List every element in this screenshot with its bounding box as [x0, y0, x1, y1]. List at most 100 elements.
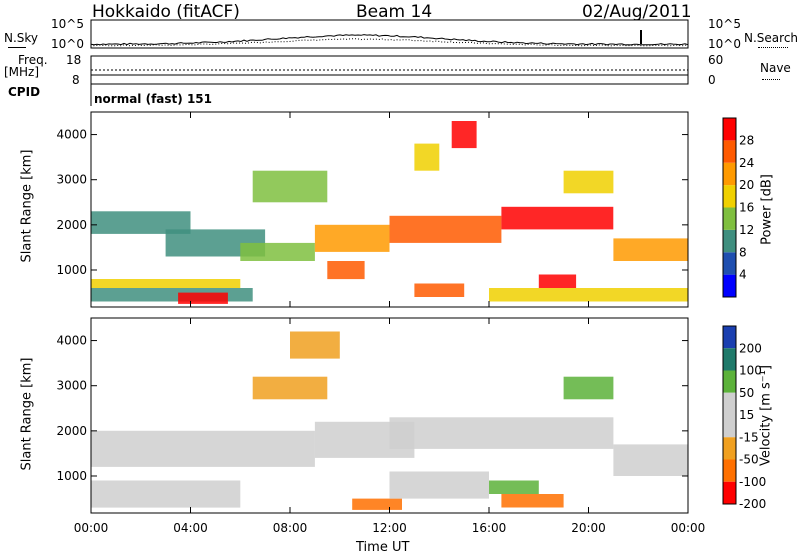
power-ytick-label-3: 4000: [56, 128, 87, 142]
freq-left-tick-top: 18: [66, 53, 82, 67]
velocity-cb-tick-6: -100: [739, 475, 766, 489]
power-region-12: [451, 121, 477, 149]
noise-sky-line: [8, 47, 26, 48]
beam-title: Beam 14: [356, 2, 433, 22]
power-cb-swatch-3: [723, 207, 736, 230]
noise-left-tick-top: 10^5: [51, 17, 84, 31]
velocity-cb-tick-2: 50: [739, 386, 754, 400]
noise-search-line: [758, 47, 788, 48]
velocity-ytick-label-0: 1000: [56, 469, 87, 483]
power-region-9: [389, 215, 502, 243]
noise-right-tick-top: 10^5: [708, 17, 741, 31]
velocity-cb-swatch-6: [723, 459, 736, 482]
velocity-cb-swatch-1: [723, 348, 736, 371]
velocity-region-1: [91, 480, 241, 508]
power-cb-frame: [722, 117, 737, 298]
power-cb-swatch-7: [723, 118, 736, 141]
x-axis-label: Time UT: [356, 540, 410, 555]
power-region-17: [563, 170, 614, 194]
velocity-cb-frame: [722, 325, 737, 505]
power-region-6: [252, 170, 328, 203]
velocity-cb-label: Velocity [m s⁻¹]: [758, 365, 774, 466]
x-tick-label-5: 20:00: [571, 521, 606, 535]
freq-right-tick-bottom: 0: [708, 73, 716, 87]
power-ytick-label-2: 3000: [56, 173, 87, 187]
freq-right-tick-top: 60: [708, 53, 724, 67]
velocity-region-6: [613, 444, 688, 476]
x-tick-label-3: 12:00: [372, 521, 407, 535]
velocity-region-3: [290, 331, 340, 359]
power-cb-tick-6: 4: [739, 268, 747, 282]
velocity-cb-swatch-5: [723, 437, 736, 460]
cpid-text: normal (fast) 151: [94, 92, 212, 106]
cpid-label: CPID: [8, 85, 41, 99]
power-region-3: [91, 211, 191, 234]
power-cb-tick-4: 12: [739, 223, 754, 237]
freq-left-tick-bottom: 8: [72, 73, 80, 87]
velocity-cb-swatch-0: [723, 326, 736, 349]
velocity-ylabel: Slant Range [km]: [19, 357, 35, 471]
power-cb-tick-3: 16: [739, 201, 754, 215]
power-region-2: [91, 279, 241, 288]
station-title: Hokkaido (fitACF): [92, 2, 240, 22]
velocity-region-0: [91, 430, 315, 467]
velocity-cb-tick-1: 100: [739, 364, 762, 378]
x-tick-label-2: 08:00: [273, 521, 308, 535]
noise-panel-frame: [90, 19, 689, 49]
power-ytick-label-1: 2000: [56, 218, 87, 232]
power-region-7: [314, 224, 390, 252]
velocity-ytick-label-2: 3000: [56, 379, 87, 393]
power-cb-swatch-4: [723, 185, 736, 208]
velocity-cb-swatch-2: [723, 370, 736, 393]
freq-label-1: Freq.: [18, 53, 48, 67]
power-region-8: [327, 261, 365, 280]
power-region-16: [489, 288, 688, 302]
velocity-cb-tick-3: 15: [739, 408, 754, 422]
power-region-10: [501, 206, 614, 230]
power-cb-tick-5: 8: [739, 245, 747, 259]
power-region-13: [414, 143, 440, 171]
power-cb-swatch-2: [723, 229, 736, 253]
velocity-cb-tick-7: -200: [739, 497, 766, 511]
x-tick-label-6: 00:00: [671, 521, 706, 535]
power-cb-tick-0: 28: [739, 133, 754, 147]
velocity-cb-tick-0: 200: [739, 341, 762, 355]
power-region-0: [91, 288, 253, 302]
power-ylabel: Slant Range [km]: [19, 149, 35, 263]
velocity-cb-tick-5: -50: [739, 453, 759, 467]
power-cb-swatch-6: [723, 140, 736, 163]
power-region-1: [178, 292, 228, 304]
power-cb-label: Power [dB]: [759, 174, 775, 245]
x-tick-label-1: 04:00: [173, 521, 208, 535]
velocity-region-8: [501, 494, 564, 508]
velocity-cb-swatch-7: [723, 481, 736, 504]
velocity-ytick-label-1: 2000: [56, 424, 87, 438]
power-region-14: [538, 274, 577, 288]
power-cb-swatch-5: [723, 162, 736, 186]
velocity-ytick-label-3: 4000: [56, 334, 87, 348]
noise-search-label: N.Search: [744, 31, 799, 45]
noise-sky-trace: [90, 34, 689, 46]
velocity-region-2: [252, 376, 328, 400]
noise-sky-label: N.Sky: [4, 31, 39, 45]
date-title: 02/Aug/2011: [582, 2, 692, 22]
power-cb-tick-1: 24: [739, 156, 754, 170]
nave-label: Nave: [760, 61, 791, 75]
power-ytick-label-0: 1000: [56, 263, 87, 277]
power-cb-tick-2: 20: [739, 178, 754, 192]
power-cb-swatch-1: [723, 252, 736, 275]
velocity-region-5: [389, 417, 614, 449]
velocity-region-9: [489, 480, 539, 494]
velocity-cb-swatch-3: [723, 392, 736, 415]
velocity-cb-tick-4: -15: [739, 430, 759, 444]
noise-right-tick-bottom: 10^0: [708, 37, 741, 51]
power-cb-swatch-0: [723, 274, 736, 297]
power-region-5: [240, 242, 315, 261]
freq-label-2: [MHz]: [4, 65, 40, 79]
velocity-cb-swatch-4: [723, 415, 736, 438]
x-tick-label-0: 00:00: [74, 521, 109, 535]
power-region-15: [414, 283, 465, 297]
noise-left-tick-bottom: 10^0: [51, 37, 84, 51]
noise-search-trace: [90, 38, 688, 47]
